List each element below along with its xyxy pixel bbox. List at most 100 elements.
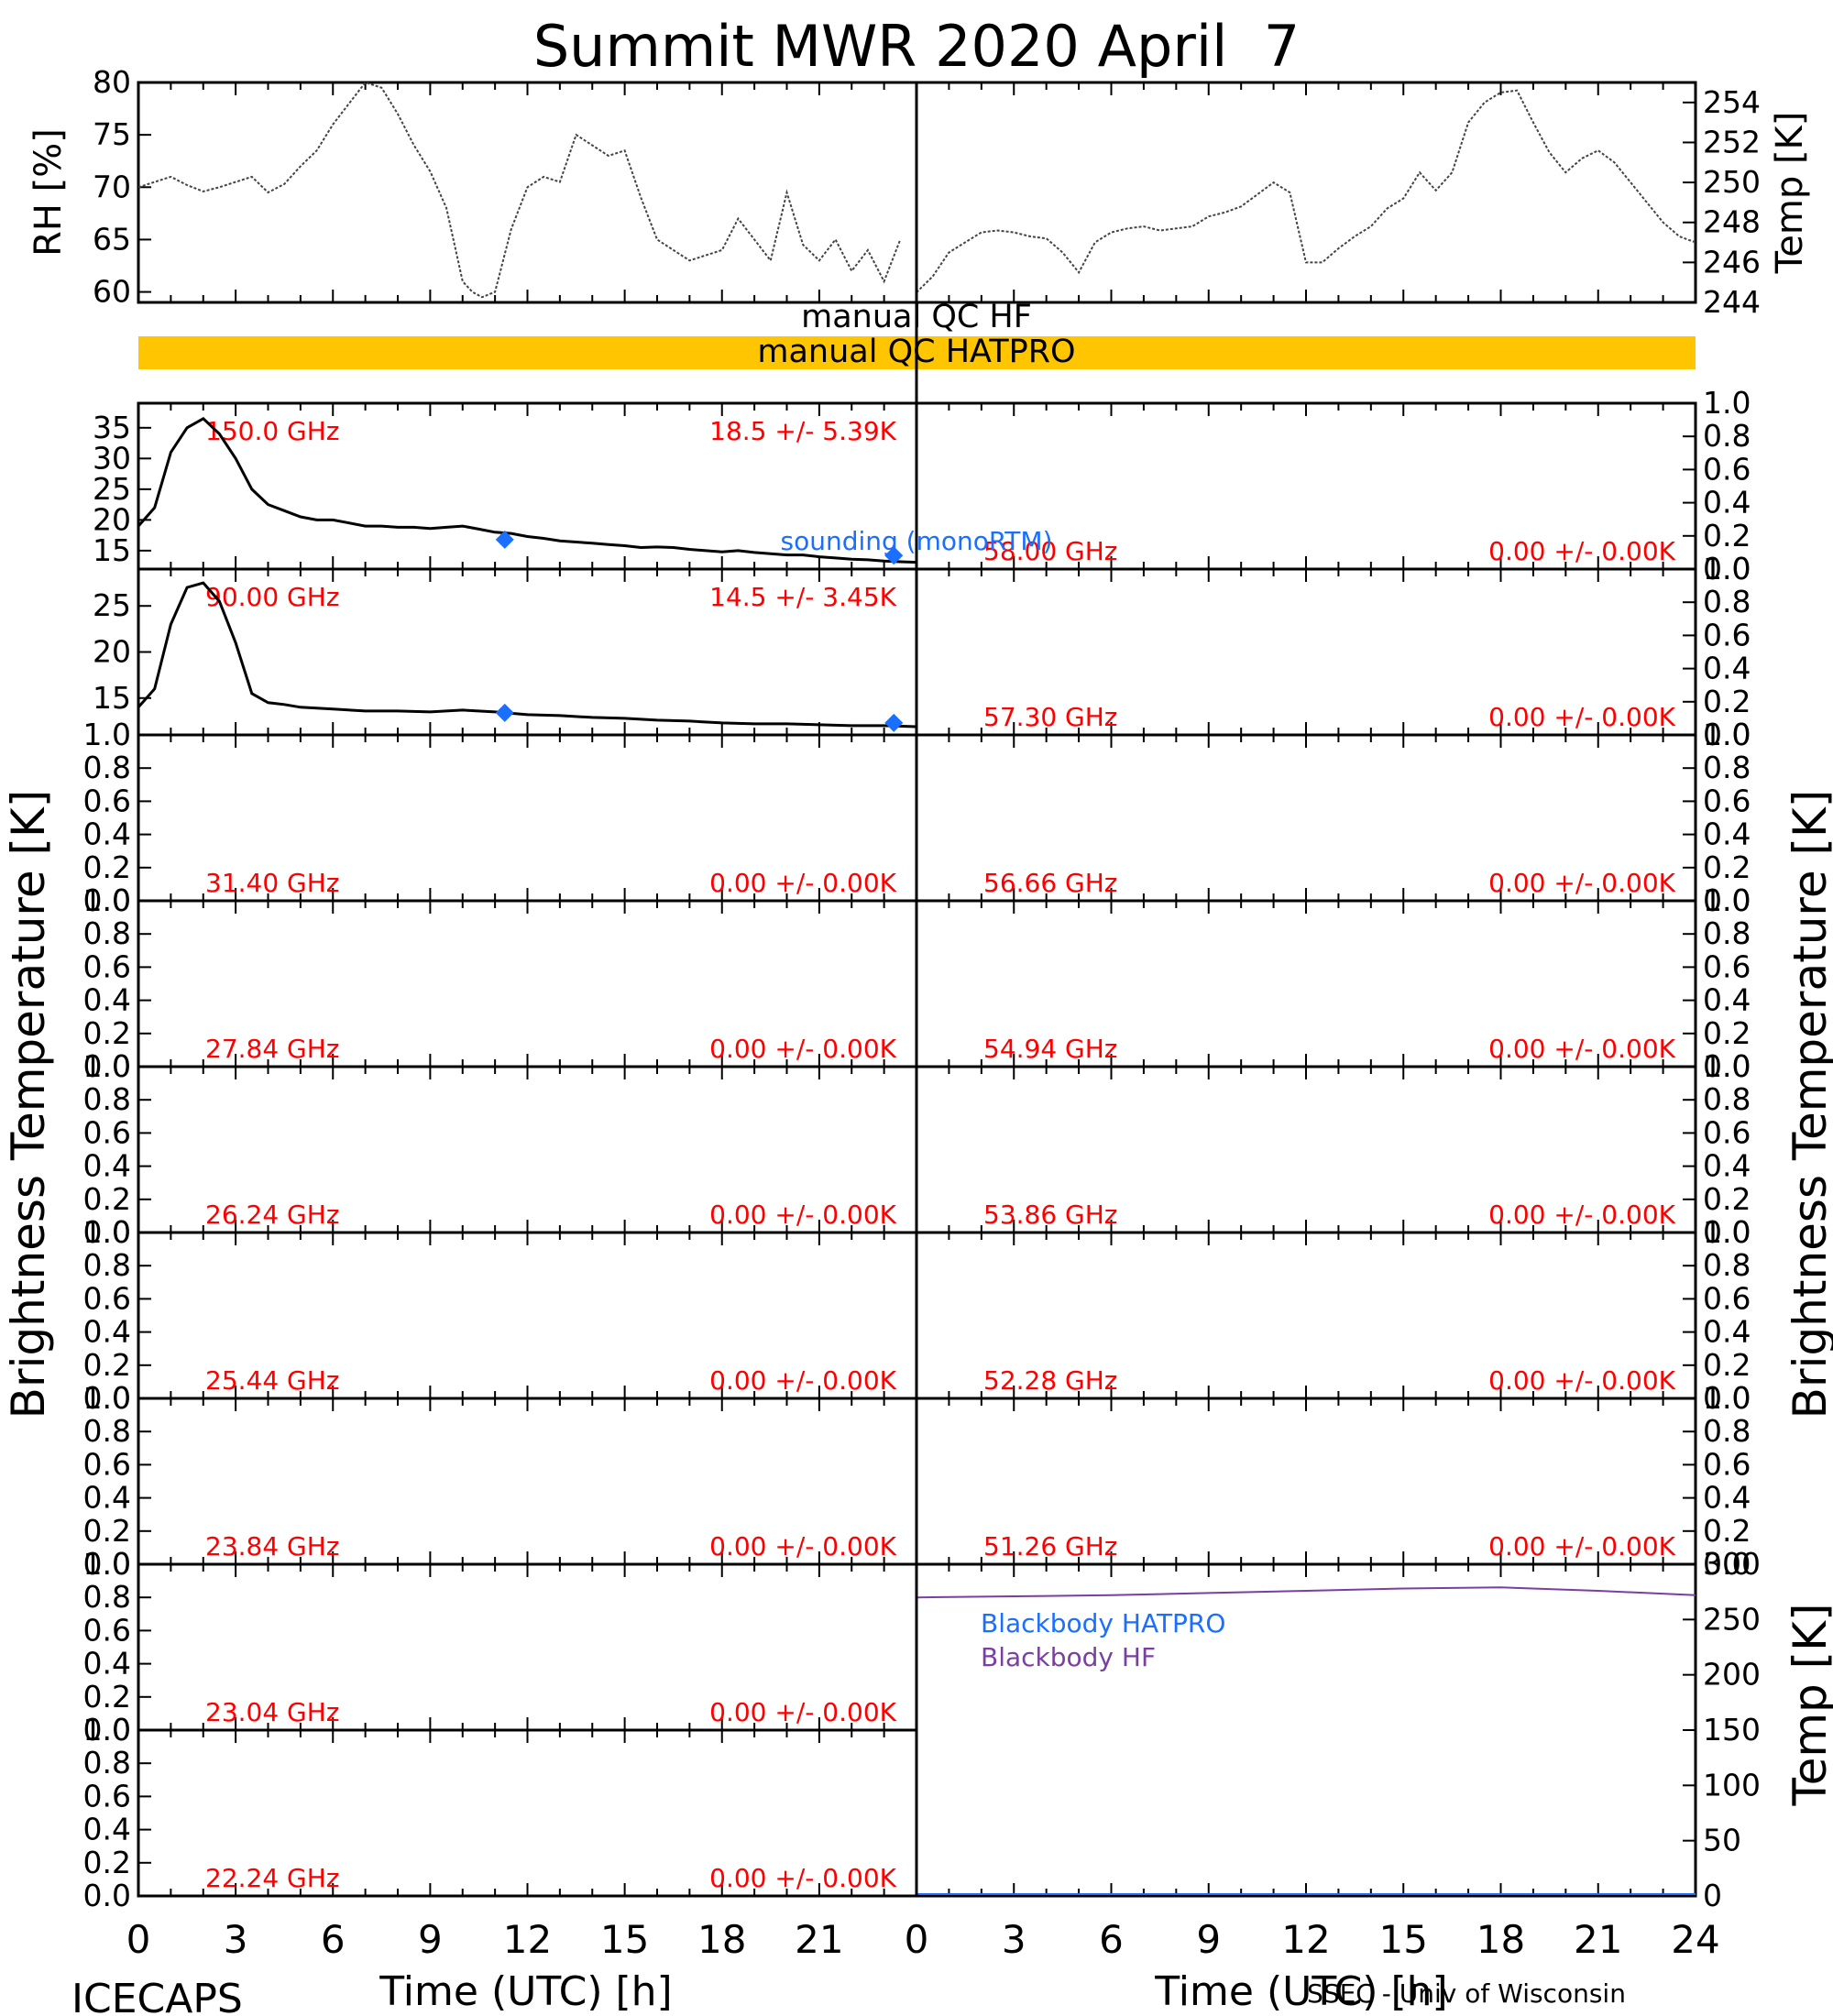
x-tick-label: 3 — [1002, 1917, 1026, 1962]
y-tick-label: 0.6 — [1703, 1280, 1751, 1316]
y-tick-label: 0.4 — [83, 1314, 131, 1350]
tb-right-axis-label: Brightness Temperature [K] — [1784, 790, 1833, 1419]
y-tick-label: 200 — [1703, 1657, 1761, 1693]
y-tick-label: 0.0 — [83, 1878, 131, 1913]
y-tick-label: 0.6 — [1703, 948, 1751, 984]
y-tick-label: 50 — [1703, 1823, 1741, 1858]
channel-frequency-label: 56.66 GHz — [983, 868, 1118, 898]
x-tick-label: 18 — [1476, 1917, 1525, 1962]
sounding-marker — [495, 530, 514, 549]
channel-frequency-label: 23.84 GHz — [205, 1531, 340, 1561]
legend-sounding: sounding (monoRTM) — [781, 526, 1053, 556]
y-tick-label: 0.8 — [1703, 750, 1751, 785]
y-tick-label: 0.0 — [1703, 1214, 1751, 1250]
y-tick-label: 0.4 — [83, 1480, 131, 1516]
channel-frequency-label: 25.44 GHz — [205, 1365, 340, 1396]
channel-stats-label: 0.00 +/- 0.00K — [1488, 1034, 1675, 1064]
y-tick-label: 0.8 — [83, 750, 131, 785]
y-tick-label: 0.4 — [83, 982, 131, 1018]
x-tick-label: 21 — [1574, 1917, 1622, 1962]
y-tick-label: 20 — [93, 634, 131, 670]
channel-frequency-label: 53.86 GHz — [983, 1200, 1118, 1230]
y-tick-label: 0.0 — [83, 1546, 131, 1582]
sounding-marker — [884, 713, 904, 732]
footer-xlabel-right: Time (UTC) [h] — [1154, 1968, 1447, 2015]
panel-ch_5228: 0.00.20.40.60.81.052.28 GHz 0.00 +/- 0.00… — [915, 1214, 1751, 1416]
temp-series — [916, 89, 1696, 293]
channel-frequency-label: 27.84 GHz — [205, 1034, 340, 1064]
y-tick-label: 75 — [93, 116, 131, 152]
panel-rh: 60 65 70 75 80 — [93, 64, 918, 310]
y-tick-label: 0.2 — [1703, 849, 1751, 885]
footer-credit: SSEC - Univ of Wisconsin — [1307, 1978, 1626, 2009]
y-tick-label: 0.4 — [83, 816, 131, 852]
panel-ch_2544: 0.00.20.40.60.81.025.44 GHz 0.00 +/- 0.00… — [83, 1214, 918, 1416]
y-tick-label: 80 — [93, 64, 131, 100]
y-tick-label: 1.0 — [83, 1546, 131, 1582]
y-tick-label: 0.0 — [83, 1214, 131, 1250]
channel-frequency-label: 26.24 GHz — [205, 1200, 340, 1230]
channel-frequency-label: 150.0 GHz — [205, 416, 340, 446]
y-tick-label: 0.8 — [1703, 584, 1751, 619]
panel-ch_3140: 0.00.20.40.60.81.031.40 GHz 0.00 +/- 0.00… — [83, 717, 918, 918]
y-tick-label: 0.8 — [83, 1081, 131, 1117]
footer-icecaps: ICECAPS — [71, 1976, 243, 2016]
channel-frequency-label: 51.26 GHz — [983, 1531, 1118, 1561]
x-tick-label: 24 — [1671, 1917, 1719, 1962]
y-tick-label: 250 — [1703, 164, 1761, 200]
panel-ch_2304: 0.00.20.40.60.81.023.04 GHz 0.00 +/- 0.00… — [83, 1546, 918, 1748]
panel-ch_5126: 0.00.20.40.60.81.051.26 GHz 0.00 +/- 0.00… — [915, 1380, 1751, 1582]
x-tick-label: 6 — [321, 1917, 346, 1962]
y-tick-label: 0 — [1703, 1878, 1722, 1913]
y-tick-label: 0.6 — [1703, 783, 1751, 818]
y-tick-label: 0.6 — [83, 1280, 131, 1316]
channel-stats-label: 0.00 +/- 0.00K — [1488, 868, 1675, 898]
y-tick-label: 1.0 — [83, 1214, 131, 1250]
y-tick-label: 0.4 — [1703, 982, 1751, 1018]
y-tick-label: 0.4 — [1703, 651, 1751, 686]
y-tick-label: 0.6 — [83, 1114, 131, 1150]
y-tick-label: 30 — [93, 440, 131, 476]
channel-stats-label: 0.00 +/- 0.00K — [709, 1034, 896, 1064]
y-tick-label: 252 — [1703, 124, 1761, 159]
panel-ch_5666: 0.00.20.40.60.81.056.66 GHz 0.00 +/- 0.00… — [915, 717, 1751, 918]
y-tick-label: 0.0 — [1703, 1546, 1751, 1582]
y-tick-label: 0.6 — [1703, 617, 1751, 652]
y-tick-label: 0.8 — [1703, 915, 1751, 951]
tb-left-axis-label: Brightness Temperature [K] — [2, 790, 55, 1419]
y-tick-label: 0.8 — [1703, 1081, 1751, 1117]
y-tick-label: 0.6 — [83, 1446, 131, 1482]
panel-ch_2624: 0.00.20.40.60.81.026.24 GHz 0.00 +/- 0.00… — [83, 1048, 918, 1250]
y-tick-label: 0.6 — [1703, 1446, 1751, 1482]
tb-series — [137, 581, 917, 729]
y-tick-label: 0.8 — [1703, 1413, 1751, 1449]
temp-top-axis-label: Temp [K] — [1769, 112, 1811, 275]
y-tick-label: 25 — [93, 471, 131, 507]
y-tick-label: 0.0 — [1703, 551, 1751, 586]
x-tick-label: 3 — [224, 1917, 248, 1962]
y-tick-label: 1.0 — [1703, 717, 1751, 752]
sounding-marker — [884, 546, 904, 565]
rh-series — [137, 81, 902, 299]
legend-bb-hf: Blackbody HF — [981, 1642, 1156, 1672]
y-tick-label: 0.8 — [1703, 1247, 1751, 1283]
x-tick-label: 15 — [600, 1917, 649, 1962]
panel-ch_90: 15 20 25 90.00 GHz 14.5 +/- 3.45K — [93, 567, 918, 737]
y-tick-label: 0.2 — [1703, 1513, 1751, 1549]
y-tick-label: 0.0 — [1703, 882, 1751, 918]
x-tick-label: 9 — [418, 1917, 443, 1962]
figure-title: Summit MWR 2020 April 7 — [533, 13, 1300, 80]
y-tick-label: 244 — [1703, 284, 1761, 320]
y-tick-label: 0.8 — [83, 1745, 131, 1780]
y-tick-label: 65 — [93, 221, 131, 257]
y-tick-label: 0.0 — [83, 1712, 131, 1748]
blackbody-hf-series — [916, 1586, 1696, 1599]
channel-stats-label: 14.5 +/- 3.45K — [709, 582, 896, 612]
footer-xlabel-left: Time (UTC) [h] — [379, 1968, 672, 2015]
legend-bb-hatpro: Blackbody HATPRO — [981, 1608, 1225, 1638]
channel-stats-label: 0.00 +/- 0.00K — [1488, 536, 1675, 566]
y-tick-label: 0.4 — [83, 1646, 131, 1682]
y-tick-label: 1.0 — [83, 1712, 131, 1748]
y-tick-label: 0.4 — [83, 1148, 131, 1184]
y-tick-label: 35 — [93, 410, 131, 445]
